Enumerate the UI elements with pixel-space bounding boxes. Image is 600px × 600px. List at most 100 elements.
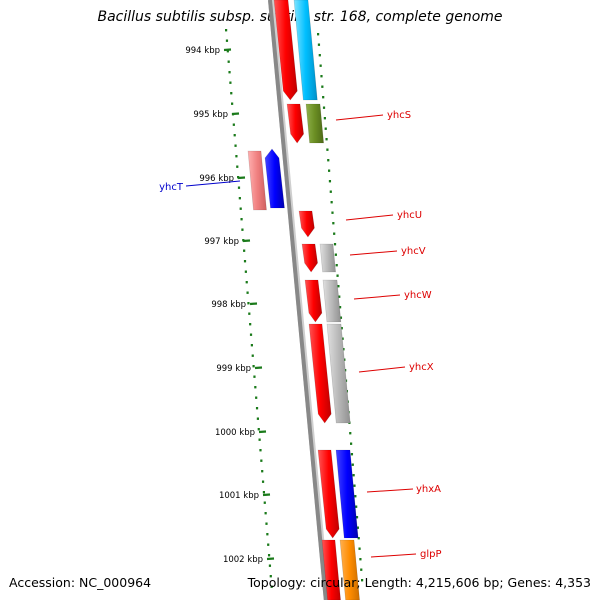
tick-dot [328,180,332,183]
tick-dot [255,396,258,399]
tick-dot [234,144,237,147]
tick-dot [318,54,321,57]
tick-dot [317,33,320,36]
tick-dot [233,134,236,137]
tick-dot [321,85,324,88]
tick-dot [226,50,229,53]
tick-dot [343,358,346,361]
tick-dot [241,228,244,231]
tick-dot [254,386,257,389]
tick-dot [334,253,337,256]
tick-dot [261,480,265,483]
tick-dot [264,512,267,515]
tick-dot [338,295,341,298]
tick-dot [322,96,325,99]
tick-dot [237,186,241,189]
tick-dot [265,522,268,525]
tick-dot [260,459,263,462]
gene-leader-line [349,250,398,256]
tick-dot [246,291,249,294]
gene-block-yhcU [298,210,315,238]
tick-dot [225,29,228,32]
tick-dot [244,270,247,273]
scale-tick-label: 994 kbp [185,46,220,56]
scale-layer: 994 kbp 995 kbp 996 kbp 997 kbp 998 kbp 999 k… [185,46,275,565]
gene-leader-line [345,214,394,221]
tick-dot [267,543,270,546]
gene-block-yhcW [304,279,323,323]
tick-dot [230,92,233,95]
tick-dot [232,123,235,126]
tick-dot [245,281,248,284]
tick-dot [339,306,342,309]
tick-dot [239,207,242,210]
tick-dot [320,75,323,78]
tick-dot [268,564,272,567]
gene-label-yhxA: yhxA [416,484,441,495]
gene-label-yhcU: yhcU [397,210,422,221]
tick-dot [231,102,234,105]
gene-block-yhcS [286,103,304,144]
tick-dot [235,155,238,158]
tick-dot [266,533,269,536]
tick-dot [360,568,363,571]
tick-dot [243,249,246,252]
tick-dot [267,554,271,557]
scale-tick-label: 999 kbp [216,364,251,374]
scale-tick-label: 997 kbp [204,237,239,247]
scale-tick-label: 1001 kbp [219,491,259,501]
gene-block-yhcX [308,323,332,424]
gene-leader-line [366,488,414,493]
scale-tick-label: 996 kbp [199,174,234,184]
tick-dot [240,218,243,221]
tick-dot [261,470,264,473]
scale-tick-label: 998 kbp [211,300,246,310]
tick-dots-layer [225,29,364,588]
scale-tick-mark [231,112,240,116]
tick-dot [225,39,229,42]
tick-dot [251,354,254,357]
tick-dot [325,138,328,141]
tick-dot [331,211,334,214]
gene-block-yhcT [264,148,285,209]
tick-dot [249,333,253,336]
tick-dot [336,274,339,277]
tick-dot [335,264,338,267]
gene-block-yhcT-annotation [247,150,267,211]
gene-block-yhcX-annotation [326,323,351,424]
tick-dot [332,222,335,225]
scale-tick-label: 1002 kbp [223,555,263,565]
gene-block-yhcW-annotation [322,279,342,323]
tick-dot [270,585,273,588]
tick-dot [342,348,345,351]
scale-tick-label: 995 kbp [193,110,228,120]
tick-dot [262,491,266,494]
tick-dot [339,316,343,319]
tick-dot [229,81,232,84]
tick-dot [252,365,255,368]
tick-dot [350,442,353,445]
gene-label-yhcT: yhcT [159,182,184,193]
tick-dot [255,407,259,410]
tick-dot [249,323,252,326]
gene-block-top-cyan [293,0,318,101]
backbone-layer [268,0,330,600]
gene-block-yhcS-annotation [305,103,324,144]
scale-tick-mark [223,48,232,52]
topology-summary-text: Topology: circular; Length: 4,215,606 bp… [247,575,591,590]
tick-dot [329,190,332,193]
scale-tick-mark [249,302,258,306]
gene-leader-line [370,553,417,558]
scale-tick-mark [262,493,271,497]
scale-tick-mark [266,557,275,561]
tick-dot [351,463,354,466]
tick-dot [227,60,230,63]
tick-dot [340,327,343,330]
gene-block-yhcV [301,243,318,273]
tick-dot [355,516,359,519]
tick-dot [243,260,247,263]
tick-dot [330,201,333,204]
tick-dot [359,558,362,561]
gene-leader-line [335,114,384,121]
